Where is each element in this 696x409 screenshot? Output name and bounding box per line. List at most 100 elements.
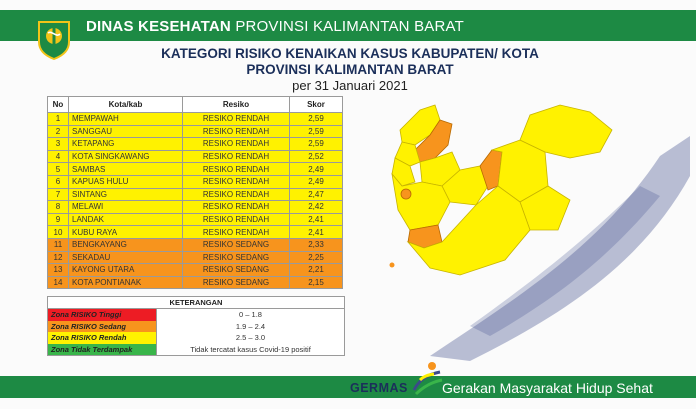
cell-risk: RESIKO SEDANG bbox=[182, 263, 290, 277]
legend: KETERANGAN Zona RISIKO Tinggi 0 – 1.8 Zona… bbox=[47, 296, 345, 356]
legend-row: Zona RISIKO Sedang 1.9 – 2.4 bbox=[48, 320, 344, 332]
cell-no: 3 bbox=[47, 137, 69, 151]
cell-score: 2,15 bbox=[289, 275, 343, 290]
cell-no: 10 bbox=[47, 225, 69, 239]
cell-score: 2,33 bbox=[289, 237, 343, 252]
cell-risk: RESIKO RENDAH bbox=[182, 162, 290, 176]
legend-zone-value: 2.5 – 3.0 bbox=[235, 333, 266, 342]
cell-name: KAPUAS HULU bbox=[68, 174, 183, 189]
cell-no: 12 bbox=[47, 250, 69, 265]
agency-region: PROVINSI KALIMANTAN BARAT bbox=[235, 18, 464, 35]
cell-score: 2,59 bbox=[289, 137, 343, 151]
cell-risk: RESIKO RENDAH bbox=[182, 174, 290, 189]
cell-no: 14 bbox=[47, 275, 69, 290]
legend-zone-label: Zona RISIKO Sedang bbox=[48, 320, 157, 332]
cell-name: SINTANG bbox=[68, 187, 183, 202]
map-region-pontianak bbox=[400, 188, 412, 200]
cell-score: 2,47 bbox=[289, 187, 343, 202]
cell-score: 2,59 bbox=[289, 112, 343, 126]
legend-row: Zona Tidak Terdampak Tidak tercatat kasus… bbox=[48, 343, 344, 355]
map-region-kapuas-hulu bbox=[519, 104, 613, 159]
cell-no: 11 bbox=[47, 237, 69, 252]
cell-risk: RESIKO RENDAH bbox=[182, 137, 290, 151]
cell-name: SEKADAU bbox=[68, 250, 183, 265]
col-header-risk: Resiko bbox=[182, 96, 290, 113]
cell-score: 2,49 bbox=[289, 174, 343, 189]
germas-brand: GERMAS bbox=[350, 381, 408, 395]
legend-zone-label: Zona RISIKO Rendah bbox=[48, 332, 157, 344]
table-row: 4 KOTA SINGKAWANG RESIKO RENDAH 2,52 bbox=[47, 149, 343, 164]
table-row: 6 KAPUAS HULU RESIKO RENDAH 2,49 bbox=[47, 174, 343, 189]
cell-risk: RESIKO SEDANG bbox=[182, 275, 290, 290]
cell-risk: RESIKO RENDAH bbox=[182, 149, 290, 164]
risk-table-body: 1 MEMPAWAH RESIKO RENDAH 2,59 2 SANGGAU RESIKO… bbox=[47, 112, 343, 290]
cell-name: SANGGAU bbox=[68, 124, 183, 139]
cell-no: 8 bbox=[47, 200, 69, 214]
cell-name: KAYONG UTARA bbox=[68, 263, 183, 277]
cell-name: KETAPANG bbox=[68, 137, 183, 151]
table-row: 12 SEKADAU RESIKO SEDANG 2,25 bbox=[47, 250, 343, 265]
cell-score: 2,52 bbox=[289, 149, 343, 164]
cell-name: SAMBAS bbox=[68, 162, 183, 176]
west-kalimantan-map bbox=[389, 104, 613, 276]
map-region-singkawang bbox=[394, 141, 421, 167]
cell-name: MEMPAWAH bbox=[68, 112, 183, 126]
cell-score: 2,41 bbox=[289, 212, 343, 227]
legend-zone-label: Zona RISIKO Tinggi bbox=[48, 309, 157, 321]
col-header-score: Skor bbox=[289, 96, 343, 113]
footer-bar bbox=[0, 376, 696, 398]
cell-no: 9 bbox=[47, 212, 69, 227]
cell-no: 13 bbox=[47, 263, 69, 277]
cell-no: 4 bbox=[47, 149, 69, 164]
cell-name: KOTA PONTIANAK bbox=[68, 275, 183, 290]
map-region-mempawah bbox=[391, 157, 416, 187]
cell-risk: RESIKO SEDANG bbox=[182, 237, 290, 252]
cell-risk: RESIKO RENDAH bbox=[182, 212, 290, 227]
legend-title: KETERANGAN bbox=[48, 297, 344, 309]
cell-name: BENGKAYANG bbox=[68, 237, 183, 252]
background-swoosh bbox=[430, 136, 690, 361]
cell-no: 5 bbox=[47, 162, 69, 176]
report-date: per 31 Januari 2021 bbox=[292, 78, 408, 93]
germas-slogan: Gerakan Masyarakat Hidup Sehat bbox=[442, 380, 653, 396]
map-island bbox=[389, 262, 395, 268]
cell-name: KOTA SINGKAWANG bbox=[68, 149, 183, 164]
page-subtitle: PROVINSI KALIMANTAN BARAT bbox=[246, 62, 454, 77]
legend-rows: Zona RISIKO Tinggi 0 – 1.8 Zona RISIKO Sed… bbox=[48, 309, 344, 355]
legend-zone-value: Tidak tercatat kasus Covid-19 positif bbox=[190, 344, 311, 354]
table-header-row: No Kota/kab Resiko Skor bbox=[47, 96, 343, 113]
page-title: KATEGORI RISIKO KENAIKAN KASUS KABUPATEN… bbox=[161, 46, 539, 61]
header-bar bbox=[0, 10, 696, 41]
cell-no: 7 bbox=[47, 187, 69, 202]
table-row: 11 BENGKAYANG RESIKO SEDANG 2,33 bbox=[47, 237, 343, 252]
table-row: 8 MELAWI RESIKO RENDAH 2,42 bbox=[47, 200, 343, 214]
map-region-kubu-raya bbox=[391, 172, 451, 231]
cell-score: 2,59 bbox=[289, 124, 343, 139]
legend-zone-value: 1.9 – 2.4 bbox=[235, 321, 266, 331]
cell-score: 2,25 bbox=[289, 250, 343, 265]
legend-zone-label: Zona Tidak Terdampak bbox=[48, 343, 157, 355]
legend-row: Zona RISIKO Rendah 2.5 – 3.0 bbox=[48, 332, 344, 344]
cell-name: KUBU RAYA bbox=[68, 225, 183, 239]
table-row: 2 SANGGAU RESIKO RENDAH 2,59 bbox=[47, 124, 343, 139]
legend-row: Zona RISIKO Tinggi 0 – 1.8 bbox=[48, 309, 344, 321]
table-row: 1 MEMPAWAH RESIKO RENDAH 2,59 bbox=[47, 112, 343, 126]
table-row: 5 SAMBAS RESIKO RENDAH 2,49 bbox=[47, 162, 343, 176]
legend-zone-value: 0 – 1.8 bbox=[239, 310, 262, 319]
table-row: 14 KOTA PONTIANAK RESIKO SEDANG 2,15 bbox=[47, 275, 343, 290]
cell-name: MELAWI bbox=[68, 200, 183, 214]
cell-score: 2,42 bbox=[289, 200, 343, 214]
cell-no: 2 bbox=[47, 124, 69, 139]
cell-name: LANDAK bbox=[68, 212, 183, 227]
cell-risk: RESIKO RENDAH bbox=[182, 187, 290, 202]
table-row: 10 KUBU RAYA RESIKO RENDAH 2,41 bbox=[47, 225, 343, 239]
agency-bold: DINAS KESEHATAN bbox=[86, 18, 231, 35]
map-region-ketapang bbox=[406, 185, 531, 276]
cell-risk: RESIKO RENDAH bbox=[182, 225, 290, 239]
col-header-name: Kota/kab bbox=[68, 96, 183, 113]
table-row: 9 LANDAK RESIKO RENDAH 2,41 bbox=[47, 212, 343, 227]
col-header-no: No bbox=[47, 96, 69, 113]
cell-no: 6 bbox=[47, 174, 69, 189]
cell-risk: RESIKO RENDAH bbox=[182, 200, 290, 214]
